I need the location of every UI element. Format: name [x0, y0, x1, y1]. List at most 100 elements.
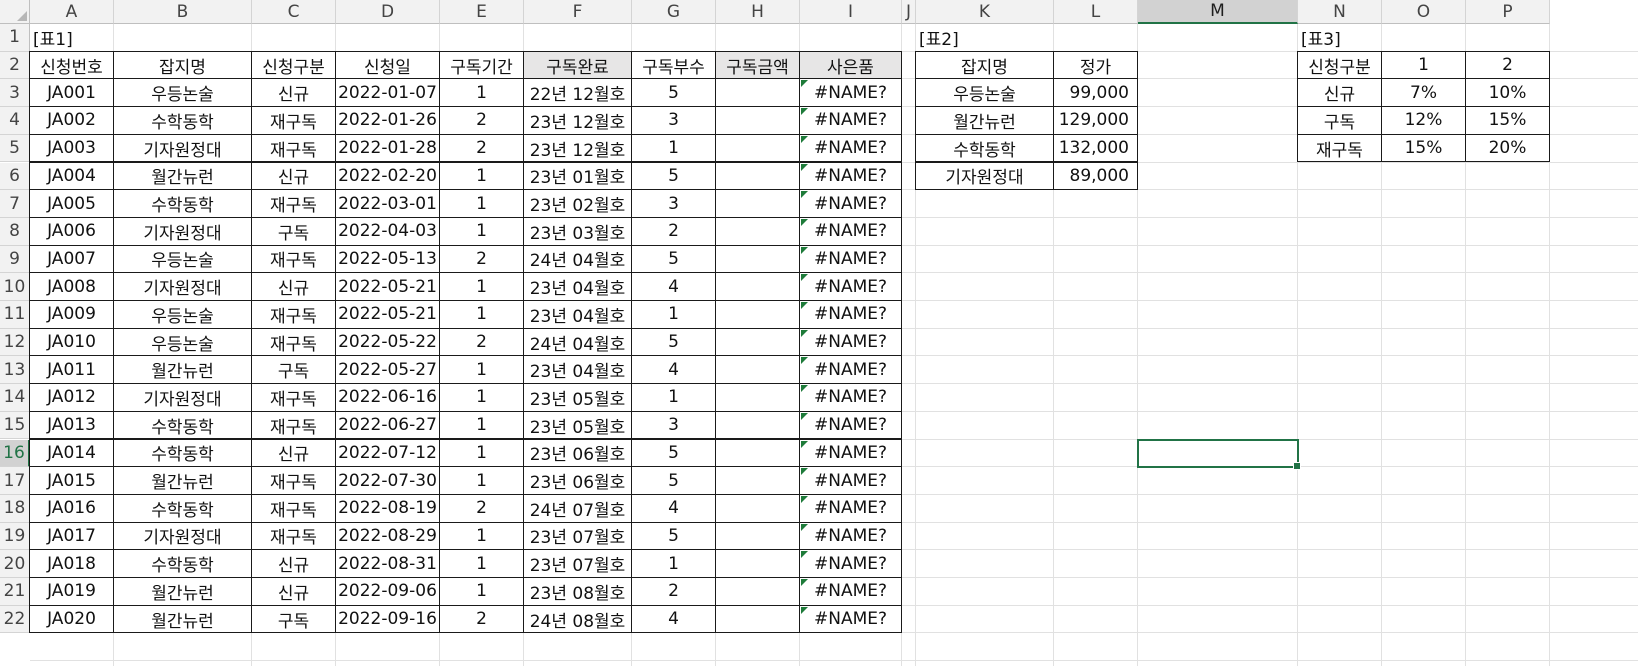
table1-cell[interactable]: 23년 12월호	[523, 106, 632, 135]
table1-cell[interactable]: 4	[631, 493, 716, 523]
table1-cell[interactable]	[715, 133, 800, 163]
table2-cell[interactable]: 99,000	[1053, 78, 1138, 108]
table1-cell[interactable]: 1	[631, 383, 716, 412]
table1-cell[interactable]	[715, 216, 800, 246]
table1-cell[interactable]	[715, 327, 800, 357]
table1-cell[interactable]: 1	[439, 521, 524, 551]
column-header-i[interactable]: I	[800, 0, 902, 24]
table3-cell[interactable]: 12%	[1381, 106, 1466, 135]
table1-cell[interactable]: 재구독	[251, 327, 336, 357]
row-header-10[interactable]: 10	[0, 273, 30, 301]
table1-cell[interactable]: JA007	[29, 244, 114, 274]
table1-cell[interactable]: 3	[631, 106, 716, 135]
table1-cell[interactable]: 23년 06월호	[523, 466, 632, 495]
table1-cell[interactable]: 2	[439, 604, 524, 634]
table1-cell[interactable]: 기자원정대	[113, 133, 252, 163]
table2-cell[interactable]: 132,000	[1053, 133, 1138, 163]
table1-cell[interactable]: 24년 07월호	[523, 493, 632, 523]
table1-cell[interactable]: 2022-01-28	[335, 133, 440, 163]
table1-cell[interactable]: 월간뉴런	[113, 161, 252, 191]
table1-cell[interactable]: 2	[631, 216, 716, 246]
table1-cell[interactable]: 기자원정대	[113, 383, 252, 412]
table1-cell[interactable]: #NAME?	[799, 106, 902, 135]
row-header-6[interactable]: 6	[0, 162, 30, 191]
table1-cell[interactable]: #NAME?	[799, 161, 902, 191]
table1-cell[interactable]: #NAME?	[799, 604, 902, 634]
table1-cell[interactable]: 5	[631, 161, 716, 191]
table1-cell[interactable]: 재구독	[251, 106, 336, 135]
table1-cell[interactable]: 1	[439, 300, 524, 329]
table2-cell[interactable]: 수학동학	[915, 133, 1054, 163]
table1-cell[interactable]: 재구독	[251, 133, 336, 163]
table1-cell[interactable]: 23년 04월호	[523, 272, 632, 301]
table1-cell[interactable]	[715, 244, 800, 274]
table1-cell[interactable]: 2022-09-16	[335, 604, 440, 634]
row-header-2[interactable]: 2	[0, 51, 30, 80]
table1-cell[interactable]: 2022-07-12	[335, 438, 440, 468]
table1-cell[interactable]: 2022-05-27	[335, 355, 440, 385]
table1-cell[interactable]: 1	[439, 355, 524, 385]
table1-cell[interactable]: 우등논술	[113, 327, 252, 357]
table1-cell[interactable]: JA018	[29, 549, 114, 578]
table3-cell[interactable]: 15%	[1381, 133, 1466, 163]
table2-cell[interactable]: 기자원정대	[915, 161, 1054, 191]
table1-cell[interactable]	[715, 604, 800, 634]
table1-cell[interactable]: JA013	[29, 410, 114, 440]
table1-cell[interactable]	[715, 577, 800, 606]
column-header-p[interactable]: P	[1466, 0, 1550, 24]
column-header-c[interactable]: C	[252, 0, 336, 24]
table1-cell[interactable]: 신규	[251, 78, 336, 108]
table1-cell[interactable]: 2022-05-13	[335, 244, 440, 274]
table1-cell[interactable]: 2	[439, 244, 524, 274]
table1-cell[interactable]	[715, 493, 800, 523]
table1-cell[interactable]: 신규	[251, 549, 336, 578]
table1-cell[interactable]: #NAME?	[799, 78, 902, 108]
table1-cell[interactable]: 23년 05월호	[523, 410, 632, 440]
column-header-k[interactable]: K	[916, 0, 1054, 24]
column-header-e[interactable]: E	[440, 0, 524, 24]
table1-cell[interactable]: 1	[439, 189, 524, 218]
table1-cell[interactable]: 2022-09-06	[335, 577, 440, 606]
table2-header[interactable]: 정가	[1053, 50, 1138, 80]
table1-cell[interactable]: 3	[631, 410, 716, 440]
table1-cell[interactable]: #NAME?	[799, 549, 902, 578]
table1-cell[interactable]: 재구독	[251, 493, 336, 523]
table2-cell[interactable]: 89,000	[1053, 161, 1138, 191]
table1-cell[interactable]: #NAME?	[799, 189, 902, 218]
table3-cell[interactable]: 10%	[1465, 78, 1550, 108]
table1-cell[interactable]	[715, 272, 800, 301]
table1-cell[interactable]: #NAME?	[799, 493, 902, 523]
table1-cell[interactable]: 2022-08-31	[335, 549, 440, 578]
table1-header[interactable]: 구독기간	[439, 50, 524, 80]
table1-cell[interactable]: 2022-02-20	[335, 161, 440, 191]
column-header-b[interactable]: B	[114, 0, 252, 24]
table1-cell[interactable]: 2022-03-01	[335, 189, 440, 218]
table1-cell[interactable]: 1	[439, 78, 524, 108]
table1-cell[interactable]	[715, 106, 800, 135]
table2-header[interactable]: 잡지명	[915, 50, 1054, 80]
column-header-l[interactable]: L	[1054, 0, 1138, 24]
column-header-o[interactable]: O	[1382, 0, 1466, 24]
table1-cell[interactable]: 1	[631, 133, 716, 163]
table1-cell[interactable]: #NAME?	[799, 383, 902, 412]
table1-cell[interactable]: 월간뉴런	[113, 577, 252, 606]
table1-cell[interactable]	[715, 410, 800, 440]
table3-header[interactable]: 신청구분	[1297, 50, 1382, 80]
table1-cell[interactable]: 1	[631, 549, 716, 578]
table1-cell[interactable]: 23년 05월호	[523, 383, 632, 412]
table1-cell[interactable]: 3	[631, 189, 716, 218]
table1-cell[interactable]: 구독	[251, 355, 336, 385]
table1-cell[interactable]: 2	[439, 106, 524, 135]
table1-cell[interactable]: #NAME?	[799, 327, 902, 357]
table3-cell[interactable]: 재구독	[1297, 133, 1382, 163]
table1-cell[interactable]: 기자원정대	[113, 521, 252, 551]
column-header-f[interactable]: F	[524, 0, 632, 24]
table1-cell[interactable]	[715, 466, 800, 495]
table1-cell[interactable]: 신규	[251, 272, 336, 301]
row-header-21[interactable]: 21	[0, 578, 30, 606]
row-header-5[interactable]: 5	[0, 134, 30, 163]
table1-cell[interactable]: #NAME?	[799, 438, 902, 468]
row-header-11[interactable]: 11	[0, 301, 30, 329]
table1-cell[interactable]: #NAME?	[799, 216, 902, 246]
